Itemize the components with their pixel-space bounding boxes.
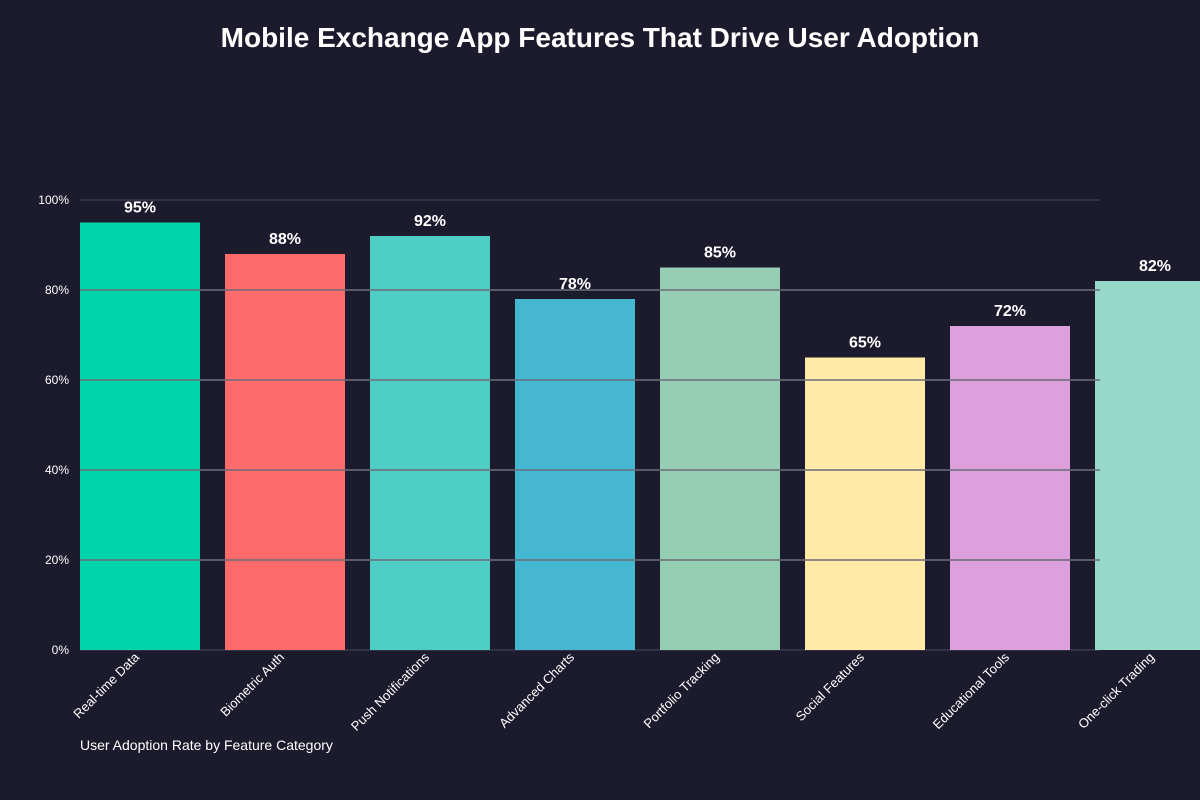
value-labels: 95% 88% 92% 78% 85% 65% 72% 82% xyxy=(124,200,1171,352)
y-tick-label: 100% xyxy=(38,193,69,207)
x-tick-label: Advanced Charts xyxy=(496,649,577,730)
bar-value-label: 72% xyxy=(994,303,1026,320)
x-tick-label: Portfolio Tracking xyxy=(640,650,722,732)
chart-title: Mobile Exchange App Features That Drive … xyxy=(220,22,980,53)
x-tick-label: Educational Tools xyxy=(930,649,1013,732)
bar-value-label: 82% xyxy=(1139,258,1171,275)
x-tick-label: One-click Trading xyxy=(1075,650,1157,732)
bar-value-label: 88% xyxy=(269,231,301,248)
y-tick-label: 0% xyxy=(52,643,70,657)
x-tick-label: Biometric Auth xyxy=(217,650,287,720)
bar-value-label: 65% xyxy=(849,335,881,352)
bar xyxy=(660,267,780,650)
y-tick-label: 80% xyxy=(45,283,69,297)
y-tick-label: 40% xyxy=(45,463,69,477)
bar xyxy=(1095,281,1200,650)
bar xyxy=(80,222,200,650)
bar xyxy=(950,326,1070,650)
bar xyxy=(370,236,490,650)
chart-caption: User Adoption Rate by Feature Category xyxy=(80,737,333,753)
x-tick-label: Real-time Data xyxy=(70,649,142,721)
x-tick-label: Social Features xyxy=(793,649,868,724)
bar-value-label: 85% xyxy=(704,245,736,262)
bar xyxy=(225,254,345,650)
y-tick-label: 60% xyxy=(45,373,69,387)
y-tick-label: 20% xyxy=(45,553,69,567)
bars xyxy=(80,222,1200,650)
x-axis: Real-time Data Biometric Auth Push Notific… xyxy=(70,649,1157,734)
bar-value-label: 78% xyxy=(559,276,591,293)
y-axis: 0% 20% 40% 60% 80% 100% xyxy=(38,193,69,657)
x-tick-label: Push Notifications xyxy=(348,649,433,734)
bar-value-label: 95% xyxy=(124,200,156,217)
gridlines-overlay xyxy=(80,289,1100,561)
bar xyxy=(805,357,925,650)
bar xyxy=(515,299,635,650)
bar-value-label: 92% xyxy=(414,213,446,230)
